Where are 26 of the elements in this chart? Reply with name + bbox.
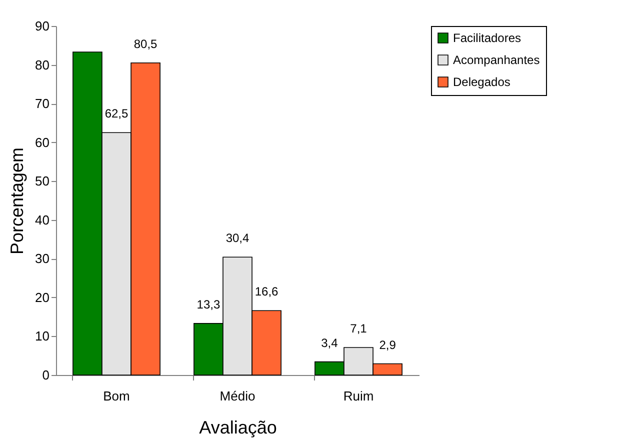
x-tick-label: Ruim bbox=[343, 388, 374, 404]
data-label: 2,9 bbox=[379, 338, 396, 352]
y-tick-label: 40 bbox=[35, 212, 50, 228]
legend-label: Delegados bbox=[453, 75, 510, 89]
y-tick-label: 20 bbox=[35, 290, 50, 305]
y-tick-label: 50 bbox=[35, 174, 50, 189]
data-label: 62,5 bbox=[104, 106, 128, 121]
x-tick-label: Médio bbox=[220, 388, 256, 404]
y-tick-label: 30 bbox=[35, 251, 50, 266]
legend-label: Acompanhantes bbox=[453, 53, 540, 67]
y-axis-title: Porcentagem bbox=[7, 147, 28, 255]
data-label: 3,4 bbox=[321, 336, 338, 350]
x-tick-label: Bom bbox=[103, 388, 130, 404]
data-label: 80,5 bbox=[134, 36, 158, 51]
legend-label: Facilitadores bbox=[453, 31, 522, 45]
y-tick-label: 90 bbox=[35, 18, 50, 34]
data-label: 13,3 bbox=[196, 297, 220, 312]
data-label: 16,6 bbox=[254, 284, 279, 299]
y-tick-label: 0 bbox=[42, 368, 50, 382]
y-tick-label: 80 bbox=[35, 57, 50, 72]
x-axis-title: Avaliação bbox=[199, 418, 277, 438]
data-label: 30,4 bbox=[226, 231, 250, 246]
data-label: 7,1 bbox=[350, 321, 368, 336]
y-tick-label: 70 bbox=[35, 96, 50, 112]
y-tick-label: 10 bbox=[35, 328, 50, 344]
y-tick-label: 60 bbox=[35, 134, 50, 150]
